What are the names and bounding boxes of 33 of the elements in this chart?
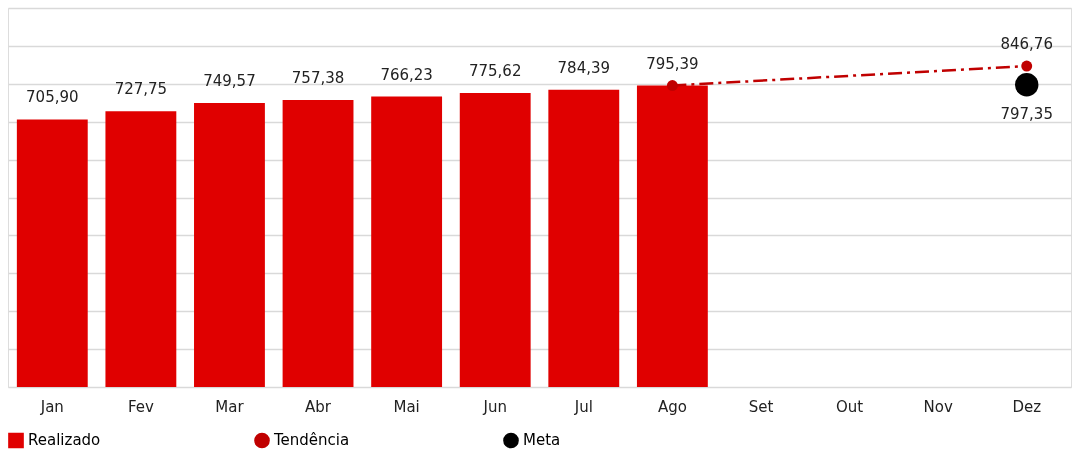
bar: [636, 85, 708, 387]
data-label: 846,76: [1000, 35, 1053, 54]
bar: [105, 111, 177, 387]
legend-label: Meta: [523, 431, 561, 450]
x-tick-label: Nov: [923, 397, 953, 416]
bar: [548, 89, 620, 387]
data-label: 797,35: [1000, 104, 1053, 123]
data-label: 749,57: [203, 71, 256, 90]
x-tick-label: Mai: [393, 397, 420, 416]
data-label: 784,39: [557, 58, 611, 77]
bar: [371, 96, 443, 387]
legend-label: Tendência: [273, 431, 350, 450]
data-label: 757,38: [291, 68, 345, 87]
bar: [194, 102, 265, 387]
data-label: 727,75: [114, 80, 168, 99]
legend-label: Realizado: [28, 431, 101, 450]
x-tick-label: Dez: [1012, 397, 1042, 416]
bar: [459, 93, 531, 387]
x-tick-label: Mar: [215, 397, 245, 416]
x-tick-label: Jul: [573, 397, 593, 416]
data-label: 766,23: [380, 65, 433, 84]
data-label: 705,90: [26, 88, 79, 107]
x-tick-label: Jan: [39, 397, 64, 416]
bar: [282, 99, 354, 387]
x-tick-label: Out: [835, 397, 864, 416]
x-tick-label: Set: [748, 397, 774, 416]
x-tick-label: Ago: [657, 397, 687, 416]
x-tick-label: Jun: [482, 397, 507, 416]
data-label: 775,62: [468, 62, 522, 81]
x-tick-label: Abr: [305, 397, 332, 416]
bar: [16, 119, 88, 387]
data-label: 795,39: [646, 54, 699, 73]
x-tick-label: Fev: [127, 397, 154, 416]
